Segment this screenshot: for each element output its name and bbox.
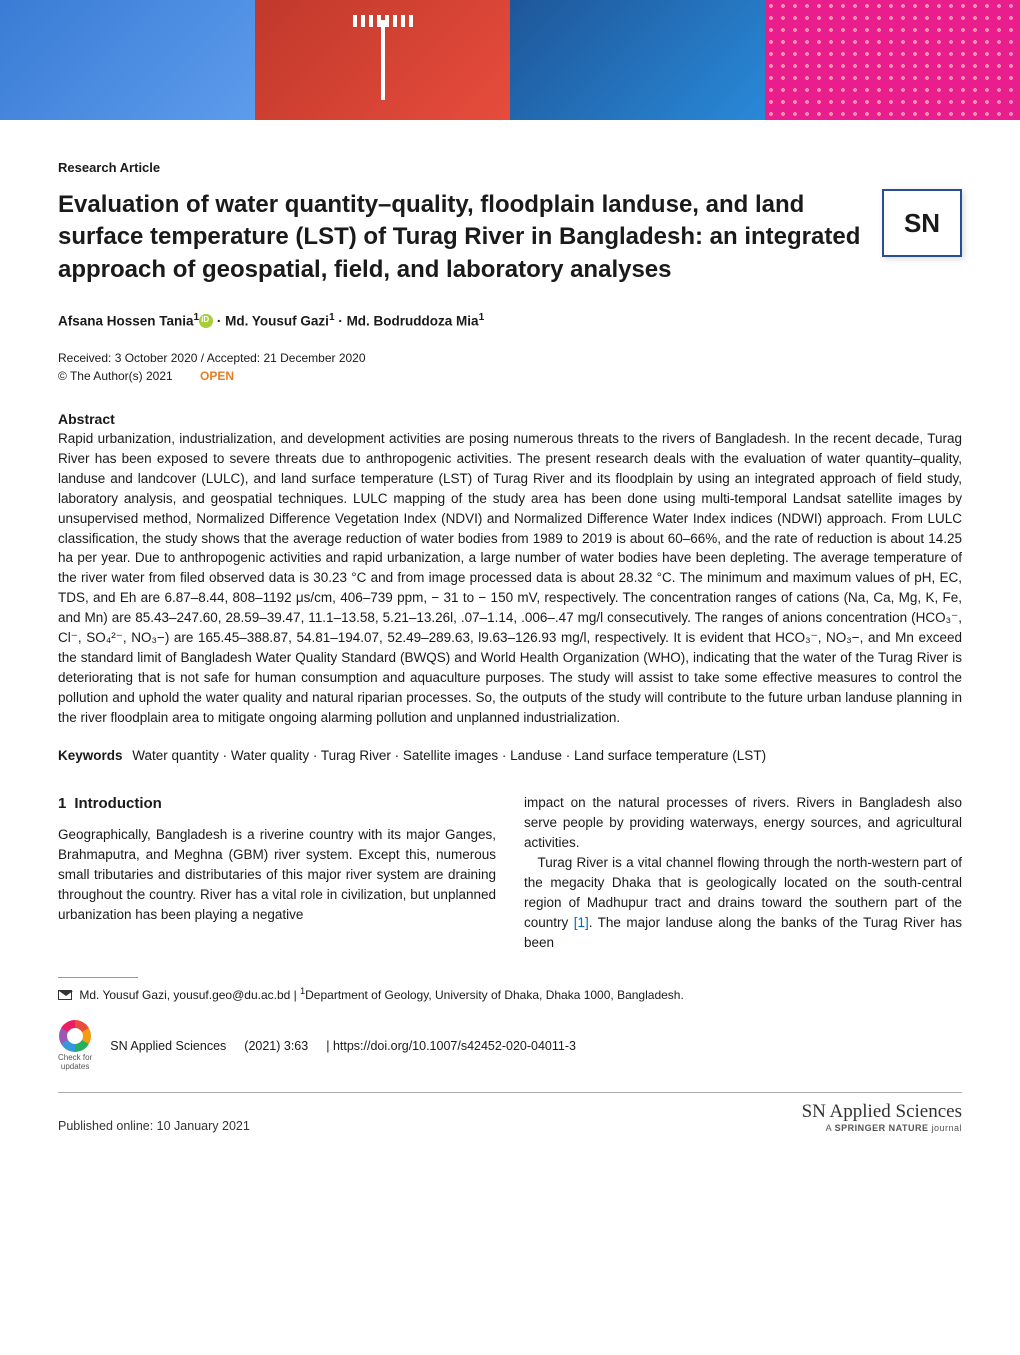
author-name: Afsana Hossen Tania bbox=[58, 314, 194, 329]
author-affiliation: 1 bbox=[479, 312, 485, 323]
body-paragraph: impact on the natural processes of river… bbox=[524, 793, 962, 853]
article-type: Research Article bbox=[58, 160, 962, 175]
author-separator: · bbox=[335, 314, 347, 329]
article-content: Research Article Evaluation of water qua… bbox=[0, 120, 1020, 1072]
section-title: Introduction bbox=[74, 795, 161, 812]
sub-prefix: A bbox=[826, 1123, 835, 1133]
introduction-section: 1 Introduction Geographically, Bangladesh… bbox=[58, 793, 962, 953]
journal-name: SN Applied Sciences bbox=[110, 1039, 226, 1053]
check-updates-icon[interactable] bbox=[59, 1020, 91, 1052]
author-separator: · bbox=[213, 314, 225, 329]
body-paragraph: Geographically, Bangladesh is a riverine… bbox=[58, 825, 496, 925]
footer-meta-row: Check for updates SN Applied Sciences (2… bbox=[58, 1020, 962, 1072]
published-date: Published online: 10 January 2021 bbox=[58, 1119, 250, 1133]
author-name: Md. Bodruddoza Mia bbox=[347, 314, 479, 329]
mail-icon bbox=[58, 990, 72, 1000]
journal-footer-name: SN Applied Sciences bbox=[802, 1101, 962, 1123]
sub-bold: SPRINGER NATURE bbox=[835, 1123, 929, 1133]
body-text: . The major landuse along the banks of t… bbox=[524, 915, 962, 950]
publication-footer: Published online: 10 January 2021 SN App… bbox=[0, 1101, 1020, 1161]
journal-footer-block: SN Applied Sciences A SPRINGER NATURE jo… bbox=[802, 1101, 962, 1133]
sn-logo-icon: SN bbox=[882, 189, 962, 257]
body-paragraph: Turag River is a vital channel flowing t… bbox=[524, 853, 962, 953]
affiliation-text: Department of Geology, University of Dha… bbox=[305, 988, 684, 1002]
open-access-badge: OPEN bbox=[200, 369, 234, 383]
keywords-label: Keywords bbox=[58, 748, 123, 763]
separator: | bbox=[290, 988, 300, 1002]
abstract-heading: Abstract bbox=[58, 411, 962, 427]
doi-separator: | bbox=[326, 1039, 333, 1053]
keywords-line: Keywords Water quantity · Water quality … bbox=[58, 748, 962, 763]
corresp-name: Md. Yousuf Gazi, yousuf.geo@du.ac.bd bbox=[79, 988, 290, 1002]
abstract-text: Rapid urbanization, industrialization, a… bbox=[58, 429, 962, 729]
keywords-text: Water quantity · Water quality · Turag R… bbox=[132, 748, 766, 763]
sub-suffix: journal bbox=[928, 1123, 962, 1133]
issue-info: (2021) 3:63 bbox=[244, 1039, 308, 1053]
banner-segment bbox=[0, 0, 255, 120]
citation-link[interactable]: [1] bbox=[574, 915, 589, 930]
copyright-line: © The Author(s) 2021 OPEN bbox=[58, 369, 962, 383]
article-title: Evaluation of water quantity–quality, fl… bbox=[58, 189, 862, 286]
publication-separator bbox=[58, 1092, 962, 1093]
check-updates-label: Check for updates bbox=[58, 1054, 92, 1072]
footnote-separator bbox=[58, 977, 138, 978]
article-dates: Received: 3 October 2020 / Accepted: 21 … bbox=[58, 351, 962, 365]
header-banner bbox=[0, 0, 1020, 120]
banner-segment bbox=[765, 0, 1020, 120]
orcid-icon[interactable] bbox=[199, 314, 213, 328]
doi-line: | https://doi.org/10.1007/s42452-020-040… bbox=[326, 1039, 576, 1053]
author-list: Afsana Hossen Tania1 · Md. Yousuf Gazi1 … bbox=[58, 312, 962, 329]
copyright-text: © The Author(s) 2021 bbox=[58, 369, 173, 383]
section-heading: 1 Introduction bbox=[58, 793, 496, 815]
journal-footer-sub: A SPRINGER NATURE journal bbox=[802, 1123, 962, 1133]
doi-link[interactable]: https://doi.org/10.1007/s42452-020-04011… bbox=[333, 1039, 576, 1053]
title-row: Evaluation of water quantity–quality, fl… bbox=[58, 189, 962, 286]
banner-segment bbox=[255, 0, 510, 120]
banner-segment bbox=[510, 0, 765, 120]
section-number: 1 bbox=[58, 795, 66, 812]
author-name: Md. Yousuf Gazi bbox=[225, 314, 329, 329]
corresponding-author: Md. Yousuf Gazi, yousuf.geo@du.ac.bd | 1… bbox=[58, 986, 962, 1002]
